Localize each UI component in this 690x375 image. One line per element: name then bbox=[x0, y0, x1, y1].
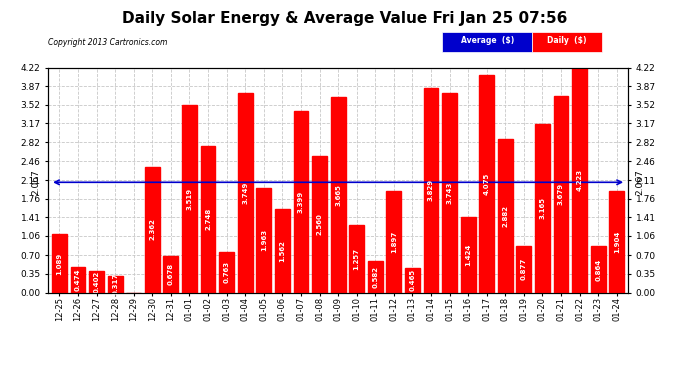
Bar bbox=[424, 88, 438, 292]
Text: 4.075: 4.075 bbox=[484, 173, 490, 195]
Text: 2.067: 2.067 bbox=[31, 170, 40, 195]
Bar bbox=[461, 217, 475, 292]
Bar bbox=[591, 246, 606, 292]
Bar bbox=[442, 93, 457, 292]
Bar bbox=[108, 276, 123, 292]
Bar bbox=[535, 124, 550, 292]
Bar bbox=[219, 252, 234, 292]
Text: 1.257: 1.257 bbox=[354, 248, 359, 270]
Text: Copyright 2013 Cartronics.com: Copyright 2013 Cartronics.com bbox=[48, 38, 168, 47]
Bar bbox=[275, 209, 290, 292]
Text: 0.465: 0.465 bbox=[409, 269, 415, 291]
Bar bbox=[553, 96, 569, 292]
Text: Daily Solar Energy & Average Value Fri Jan 25 07:56: Daily Solar Energy & Average Value Fri J… bbox=[122, 11, 568, 26]
Bar bbox=[52, 234, 67, 292]
Text: 1.904: 1.904 bbox=[613, 231, 620, 253]
Text: 0.763: 0.763 bbox=[224, 261, 230, 283]
Text: Daily  ($): Daily ($) bbox=[547, 36, 586, 45]
Text: 0.317: 0.317 bbox=[112, 273, 118, 295]
Text: 3.829: 3.829 bbox=[428, 179, 434, 201]
Text: 0.402: 0.402 bbox=[94, 271, 99, 293]
Bar bbox=[516, 246, 531, 292]
Text: 3.665: 3.665 bbox=[335, 184, 341, 206]
Text: 2.067: 2.067 bbox=[635, 170, 644, 195]
Bar bbox=[405, 268, 420, 292]
Bar bbox=[182, 105, 197, 292]
Bar bbox=[89, 271, 104, 292]
Text: 0.864: 0.864 bbox=[595, 258, 601, 280]
Text: 3.749: 3.749 bbox=[242, 182, 248, 204]
Text: 0.474: 0.474 bbox=[75, 268, 81, 291]
Bar bbox=[609, 191, 624, 292]
Text: 1.897: 1.897 bbox=[391, 231, 397, 253]
Text: 3.519: 3.519 bbox=[186, 188, 193, 210]
Text: 0.877: 0.877 bbox=[521, 258, 527, 280]
Text: 0.582: 0.582 bbox=[372, 266, 378, 288]
Bar bbox=[498, 139, 513, 292]
Bar bbox=[386, 191, 402, 292]
Text: 3.743: 3.743 bbox=[446, 182, 453, 204]
Bar bbox=[480, 75, 494, 292]
FancyBboxPatch shape bbox=[442, 32, 532, 52]
Text: 3.399: 3.399 bbox=[298, 191, 304, 213]
Bar bbox=[164, 256, 178, 292]
Text: Average  ($): Average ($) bbox=[461, 36, 514, 45]
Bar bbox=[349, 225, 364, 292]
Text: 3.165: 3.165 bbox=[540, 197, 546, 219]
Bar bbox=[257, 188, 271, 292]
Text: 2.560: 2.560 bbox=[317, 213, 322, 235]
Text: 1.963: 1.963 bbox=[261, 229, 267, 251]
FancyBboxPatch shape bbox=[532, 32, 602, 52]
Text: 4.223: 4.223 bbox=[577, 169, 582, 191]
Bar bbox=[368, 261, 383, 292]
Bar bbox=[145, 166, 160, 292]
Bar bbox=[572, 68, 587, 292]
Bar bbox=[293, 111, 308, 292]
Text: 2.882: 2.882 bbox=[502, 205, 509, 226]
Text: 3.679: 3.679 bbox=[558, 183, 564, 206]
Text: 0.678: 0.678 bbox=[168, 263, 174, 285]
Text: 1.089: 1.089 bbox=[57, 252, 63, 274]
Bar bbox=[312, 156, 327, 292]
Text: 1.562: 1.562 bbox=[279, 240, 286, 262]
Bar bbox=[238, 93, 253, 292]
Text: 2.748: 2.748 bbox=[205, 208, 211, 230]
Bar bbox=[331, 97, 346, 292]
Text: 1.424: 1.424 bbox=[465, 243, 471, 266]
Bar bbox=[70, 267, 86, 292]
Text: 2.362: 2.362 bbox=[149, 219, 155, 240]
Bar bbox=[201, 146, 215, 292]
